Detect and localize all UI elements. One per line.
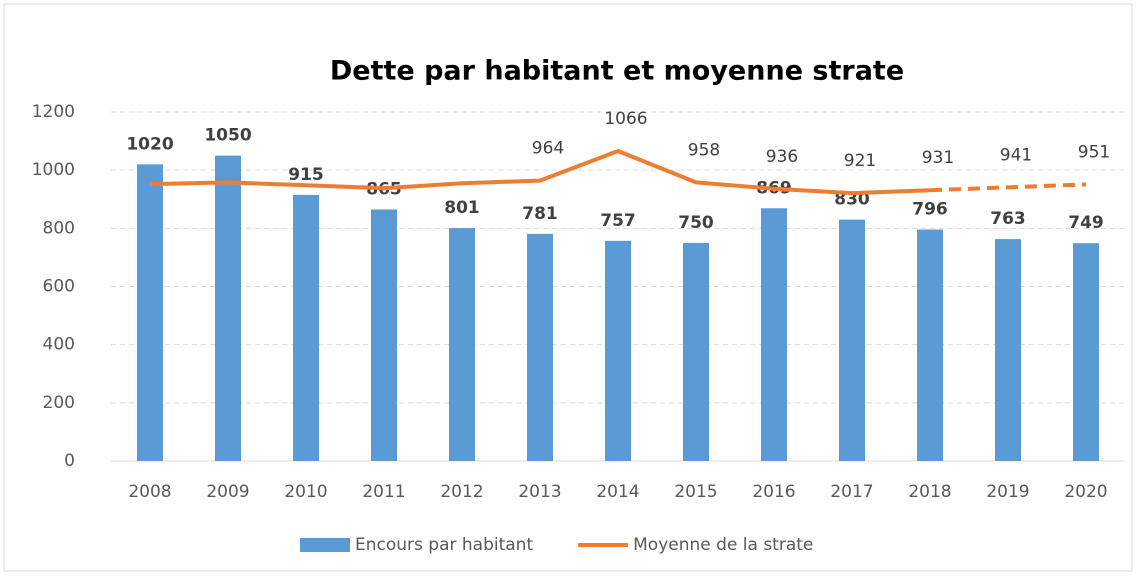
legend-label: Encours par habitant [355, 535, 533, 555]
bar [605, 240, 631, 461]
line-label: 941 [1000, 145, 1032, 165]
x-tick-label: 2008 [128, 482, 171, 502]
bar [527, 233, 553, 461]
bar-label: 1020 [126, 134, 173, 154]
legend-swatch [300, 538, 350, 552]
bar [995, 239, 1021, 461]
x-tick-label: 2011 [362, 482, 405, 502]
bar-label: 801 [444, 198, 480, 218]
chart-title: Dette par habitant et moyenne strate [330, 56, 904, 87]
bar-label: 1050 [204, 126, 251, 146]
bar [917, 229, 943, 461]
x-tick-label: 2019 [986, 482, 1029, 502]
y-tick-label: 400 [43, 335, 75, 355]
x-tick-label: 2014 [596, 482, 639, 502]
bar-label: 796 [912, 199, 948, 219]
chart-border [3, 3, 1133, 572]
bar [137, 164, 163, 461]
bar [839, 219, 865, 461]
bar-label: 757 [600, 211, 636, 231]
x-tick-label: 2016 [752, 482, 795, 502]
bar [683, 242, 709, 461]
x-tick-label: 2017 [830, 482, 873, 502]
y-tick-label: 800 [43, 218, 75, 238]
line [149, 148, 931, 196]
line-label: 1066 [604, 109, 647, 129]
line-label: 921 [844, 151, 876, 171]
bar [293, 194, 319, 461]
y-tick-label: 200 [43, 393, 75, 413]
bar-label: 763 [990, 209, 1026, 229]
line-label: 964 [532, 139, 564, 159]
legend-label: Moyenne de la strate [633, 535, 813, 555]
bar [449, 228, 475, 461]
y-tick-label: 600 [43, 277, 75, 297]
y-tick-label: 0 [64, 451, 75, 471]
bar [1073, 243, 1099, 461]
x-tick-label: 2018 [908, 482, 951, 502]
bar [761, 208, 787, 461]
x-tick-label: 2010 [284, 482, 327, 502]
bar-label: 781 [522, 204, 558, 224]
y-tick-label: 1000 [32, 160, 75, 180]
bar-label: 915 [288, 165, 324, 185]
bar-label: 749 [1068, 213, 1104, 233]
bar [215, 155, 241, 461]
bar [371, 209, 397, 461]
x-tick-label: 2013 [518, 482, 561, 502]
line-label: 931 [922, 148, 954, 168]
x-tick-label: 2015 [674, 482, 717, 502]
line-label: 958 [688, 140, 720, 160]
line-label: 936 [766, 147, 798, 167]
y-tick-label: 1200 [32, 102, 75, 122]
line-dashed [929, 182, 1087, 193]
line-label: 951 [1078, 142, 1110, 162]
x-tick-label: 2009 [206, 482, 249, 502]
x-tick-label: 2012 [440, 482, 483, 502]
x-tick-label: 2020 [1064, 482, 1107, 502]
bar-label: 750 [678, 213, 714, 233]
